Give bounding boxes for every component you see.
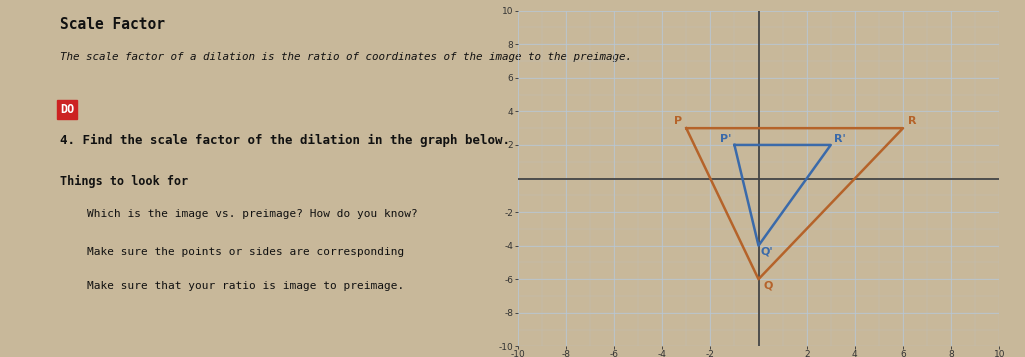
Text: P': P' (720, 134, 731, 144)
Text: 4. Find the scale factor of the dilation in the graph below.: 4. Find the scale factor of the dilation… (60, 134, 510, 147)
Text: Make sure the points or sides are corresponding: Make sure the points or sides are corres… (87, 247, 405, 257)
Text: Which is the image vs. preimage? How do you know?: Which is the image vs. preimage? How do … (87, 209, 418, 219)
Text: DO: DO (60, 103, 75, 116)
Text: Scale Factor: Scale Factor (60, 17, 165, 32)
Text: P: P (674, 116, 683, 126)
Text: Q: Q (764, 280, 773, 290)
Text: Things to look for: Things to look for (60, 175, 189, 188)
Text: R': R' (834, 134, 846, 144)
Text: Q': Q' (761, 247, 774, 257)
Text: R: R (908, 116, 916, 126)
Text: Make sure that your ratio is image to preimage.: Make sure that your ratio is image to pr… (87, 281, 405, 291)
Text: The scale factor of a dilation is the ratio of coordinates of the image to the p: The scale factor of a dilation is the ra… (60, 52, 632, 62)
